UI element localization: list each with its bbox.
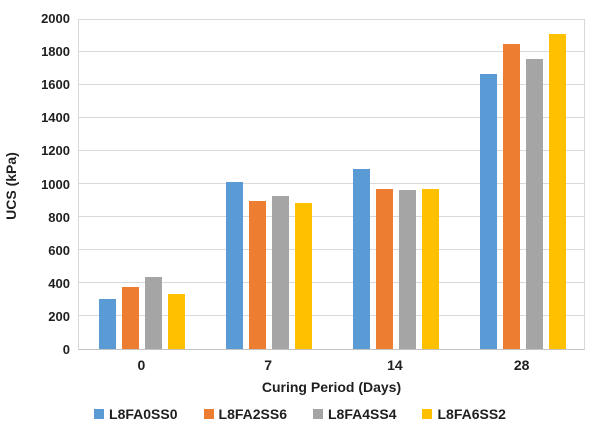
bar-L8FA4SS4-day0 [145, 277, 163, 349]
gridline-1200 [79, 149, 584, 151]
legend-marker-L8FA6SS2 [422, 409, 433, 419]
legend: L8FA0SS0 L8FA2SS6 L8FA4SS4 L8FA6SS2 [0, 406, 600, 422]
bar-L8FA4SS4-day14 [398, 190, 416, 349]
x-axis-title: Curing Period (Days) [261, 379, 402, 395]
plot-area [78, 19, 585, 350]
y-tick-600: 600 [48, 242, 70, 258]
bar-L8FA4SS4-day28 [525, 59, 543, 349]
bar-L8FA6SS2-day28 [548, 34, 566, 349]
bar-group-7 [226, 182, 313, 349]
gridline-200 [79, 315, 584, 317]
bar-L8FA0SS0-day0 [99, 299, 117, 349]
gridline-1000 [79, 183, 584, 184]
bar-L8FA0SS0-day7 [226, 182, 244, 349]
legend-label-L8FA6SS2: L8FA6SS2 [437, 406, 506, 422]
gridline-1600 [79, 83, 584, 85]
x-category-label-0: 0 [137, 357, 146, 373]
bar-group-14 [352, 169, 439, 349]
legend-item-L8FA4SS4: L8FA4SS4 [313, 406, 396, 422]
bar-L8FA6SS2-day0 [168, 294, 186, 349]
bar-L8FA6SS2-day7 [295, 203, 313, 349]
bar-L8FA6SS2-day14 [421, 189, 439, 349]
legend-item-L8FA6SS2: L8FA6SS2 [422, 406, 506, 422]
legend-item-L8FA2SS6: L8FA2SS6 [203, 406, 287, 422]
x-category-label-14: 14 [387, 357, 403, 373]
legend-label-L8FA0SS0: L8FA0SS0 [109, 406, 178, 422]
bar-L8FA2SS6-day7 [249, 201, 267, 349]
y-tick-1200: 1200 [41, 143, 70, 159]
y-tick-1800: 1800 [41, 44, 70, 60]
y-tick-1000: 1000 [41, 176, 70, 192]
gridline-1400 [79, 116, 584, 118]
legend-label-L8FA4SS4: L8FA4SS4 [328, 406, 397, 422]
bar-L8FA2SS6-day0 [122, 287, 140, 349]
x-category-label-28: 28 [513, 357, 530, 373]
legend-item-L8FA0SS0: L8FA0SS0 [94, 406, 178, 422]
bar-L8FA2SS6-day14 [375, 189, 393, 349]
legend-marker-L8FA4SS4 [313, 409, 323, 419]
bar-L8FA0SS0-day28 [479, 74, 497, 349]
bar-L8FA0SS0-day14 [352, 169, 370, 349]
bar-group-0 [99, 277, 186, 349]
y-tick-400: 400 [48, 275, 70, 291]
legend-label-L8FA2SS6: L8FA2SS6 [218, 406, 287, 422]
y-tick-200: 200 [48, 308, 70, 324]
gridline-600 [79, 249, 584, 251]
x-category-label-7: 7 [264, 357, 273, 373]
legend-marker-L8FA2SS6 [203, 409, 214, 419]
gridline-400 [79, 282, 584, 284]
y-tick-0: 0 [62, 342, 70, 357]
y-tick-800: 800 [48, 209, 70, 225]
gridline-1800 [79, 50, 584, 52]
y-tick-1400: 1400 [41, 110, 70, 126]
bar-group-28 [479, 34, 566, 349]
y-tick-2000: 2000 [41, 11, 70, 26]
y-tick-1600: 1600 [41, 77, 70, 93]
legend-marker-L8FA0SS0 [94, 409, 105, 419]
bar-L8FA4SS4-day7 [272, 196, 290, 349]
gridline-800 [79, 216, 584, 218]
bar-L8FA2SS6-day28 [502, 44, 520, 349]
